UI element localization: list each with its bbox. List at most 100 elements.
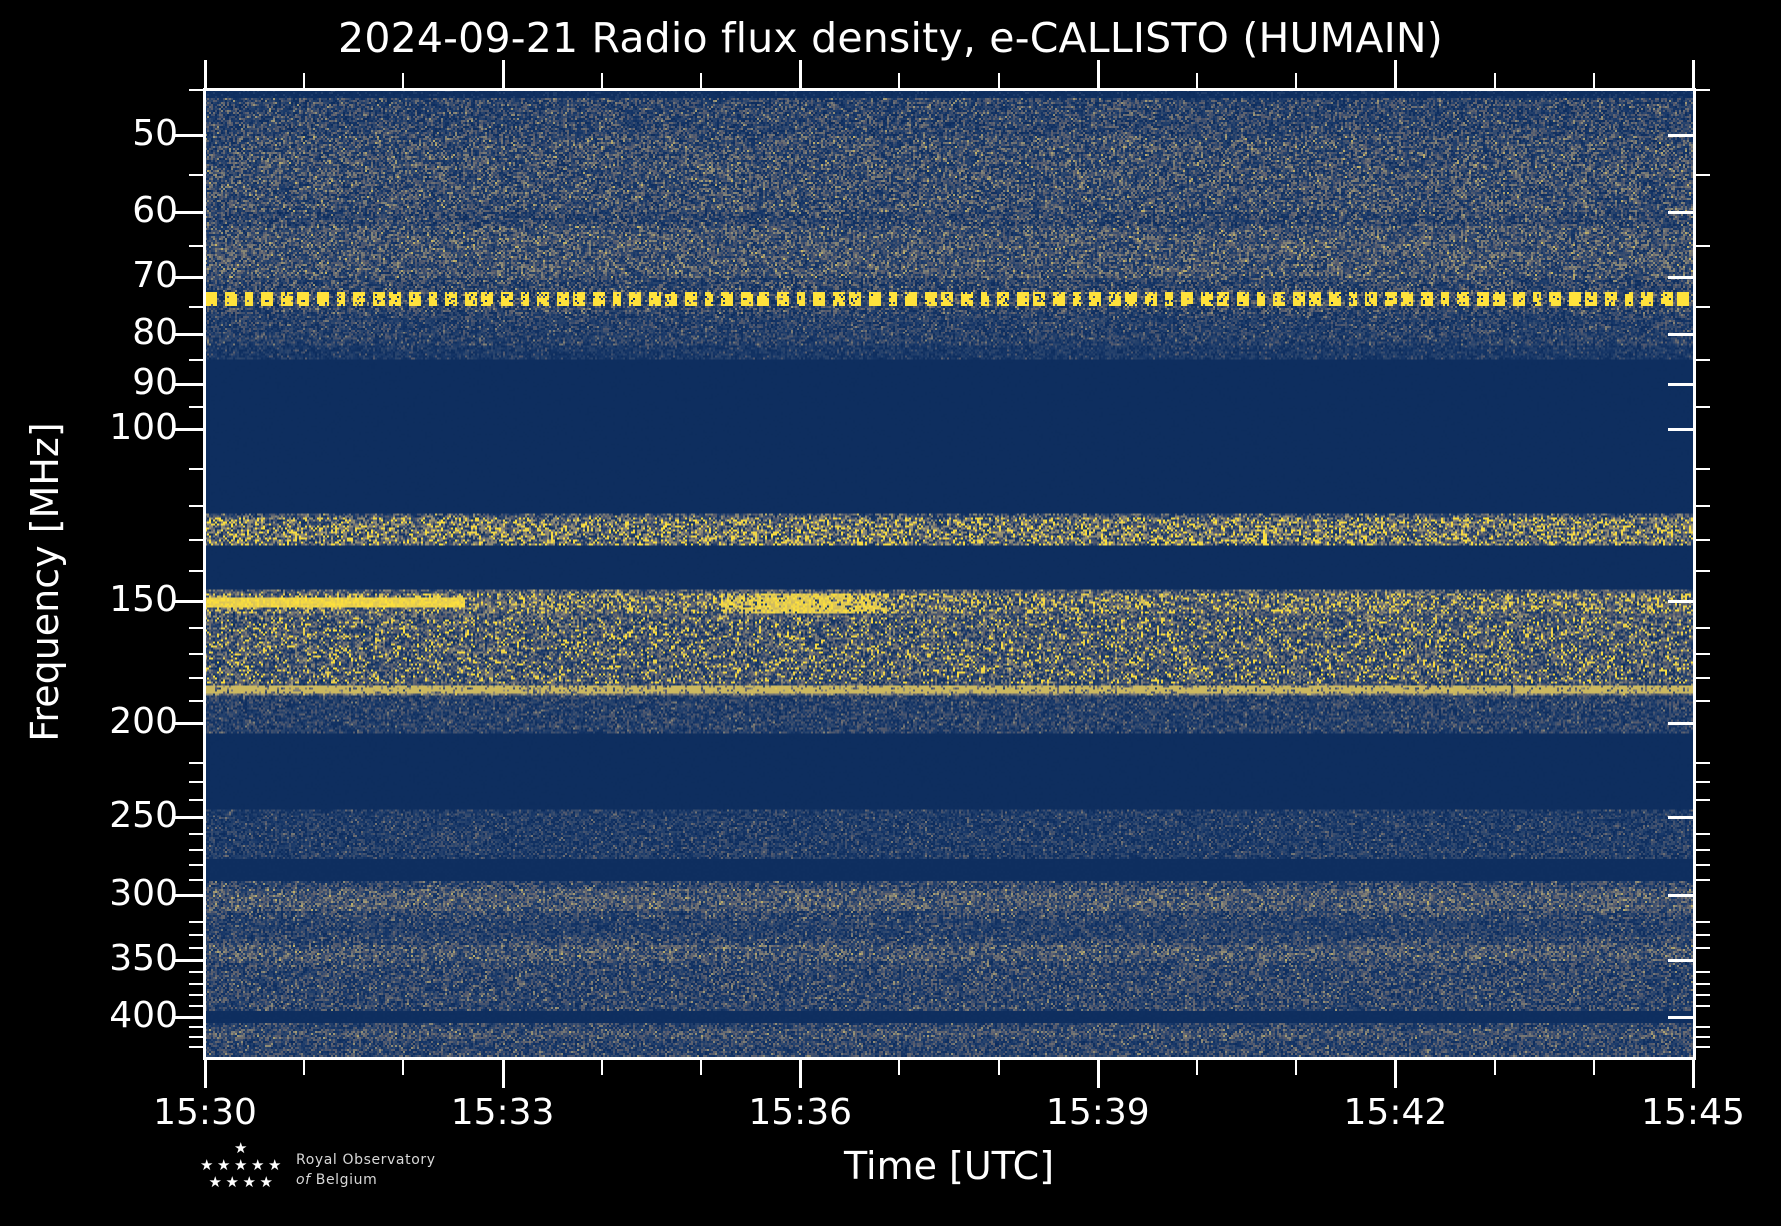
y-tick-minor-right-330 [1696, 933, 1710, 936]
x-tick-top-15-39 [1096, 60, 1100, 88]
y-tick-minor-170 [189, 652, 203, 655]
y-tick-minor-180 [189, 676, 203, 679]
x-tick-15-45 [1692, 1060, 1695, 1088]
y-tick-minor-right-120 [1696, 504, 1710, 507]
y-tick-minor-160 [189, 626, 203, 629]
y-tick-minor-240 [189, 798, 203, 801]
y-axis-title: Frequency [MHz] [23, 422, 67, 742]
y-tick-300 [175, 893, 203, 897]
x-tick-label-15-42: 15:42 [1343, 1092, 1448, 1133]
y-tick-label-300: 300 [109, 872, 178, 914]
x-tick-top-15-33 [501, 60, 505, 88]
y-tick-minor-190 [189, 699, 203, 702]
y-tick-minor-right-220 [1696, 762, 1710, 765]
x-tick-15-30 [204, 1060, 207, 1088]
y-tick-minor-right-65 [1696, 244, 1710, 247]
y-tick-minor-75 [189, 305, 203, 308]
y-tick-250 [175, 816, 203, 820]
y-tick-minor-right-260 [1696, 832, 1710, 835]
star-icon: ★ [268, 1156, 282, 1174]
spectrogram-image [205, 90, 1693, 1057]
y-tick-minor-290 [189, 879, 203, 882]
axis-left-spine [203, 90, 206, 1060]
y-tick-minor-370 [189, 982, 203, 985]
x-tick-minor [898, 1060, 901, 1075]
y-tick-minor-right-140 [1696, 570, 1710, 573]
y-tick-minor-right-410 [1696, 1026, 1710, 1029]
y-tick-minor-right-340 [1696, 946, 1710, 949]
y-tick-label-100: 100 [109, 406, 178, 448]
x-tick-minor-top [1196, 73, 1198, 88]
y-tick-minor-390 [189, 1004, 203, 1007]
y-tick-minor-380 [189, 993, 203, 996]
star-icon: ★ [259, 1173, 273, 1191]
y-tick-right-50 [1668, 133, 1696, 137]
y-tick-minor-230 [189, 780, 203, 783]
y-tick-minor-right-130 [1696, 538, 1710, 541]
y-tick-minor-330 [189, 933, 203, 936]
y-tick-label-80: 80 [132, 312, 178, 353]
y-tick-minor-right-390 [1696, 1004, 1710, 1007]
y-tick-minor-65 [189, 244, 203, 247]
x-tick-minor-top [303, 73, 306, 88]
star-icon: ★ [200, 1156, 214, 1174]
y-tick-minor-55 [189, 174, 203, 177]
star-icon: ★ [225, 1173, 239, 1191]
y-tick-70 [175, 276, 203, 280]
stars-icon: ★ ★ ★ ★ ★ ★ ★ ★ ★ ★ [196, 1139, 286, 1201]
x-axis-title: Time [UTC] [843, 1144, 1055, 1188]
y-tick-right-350 [1668, 958, 1696, 962]
x-tick-minor-top [1493, 73, 1496, 88]
y-tick-label-250: 250 [109, 795, 178, 837]
spectrogram-plot[interactable] [205, 90, 1693, 1057]
x-tick-top-15-36 [799, 60, 803, 88]
y-tick-minor-95 [189, 405, 203, 408]
y-tick-minor-260 [189, 832, 203, 835]
x-tick-minor [1493, 1060, 1496, 1075]
y-tick-50 [175, 133, 203, 137]
y-tick-minor-right-110 [1696, 468, 1710, 471]
star-icon: ★ [234, 1139, 248, 1157]
x-tick-minor-top [1592, 73, 1595, 88]
y-tick-minor-130 [189, 538, 203, 541]
royal-observatory-logo: ★ ★ ★ ★ ★ ★ ★ ★ ★ ★ Royal Observatory of Belgium [196, 1135, 526, 1205]
y-tick-minor-right-420 [1696, 1036, 1710, 1039]
y-tick-minor-420 [189, 1036, 203, 1039]
x-tick-minor [600, 1060, 603, 1075]
x-tick-label-15-33: 15:33 [450, 1092, 555, 1133]
x-tick-minor-top [1295, 73, 1298, 88]
x-tick-minor [303, 1060, 306, 1075]
y-tick-minor-right-55 [1696, 174, 1710, 177]
y-tick-right-100 [1668, 427, 1696, 431]
y-tick-right-300 [1668, 893, 1696, 897]
y-tick-right-400 [1668, 1015, 1696, 1019]
y-tick-minor-120 [189, 504, 203, 507]
y-tick-minor-45 [189, 89, 203, 91]
y-tick-minor-85 [189, 358, 203, 361]
y-tick-90 [175, 382, 203, 386]
y-tick-label-150: 150 [109, 578, 178, 620]
y-tick-label-400: 400 [109, 994, 178, 1036]
axis-bottom-spine [203, 1057, 1696, 1060]
y-tick-minor-right-85 [1696, 358, 1710, 361]
x-tick-minor [1592, 1060, 1595, 1075]
y-tick-60 [175, 211, 203, 214]
y-tick-minor-right-230 [1696, 780, 1710, 783]
x-tick-minor [1295, 1060, 1298, 1075]
y-tick-minor-right-370 [1696, 982, 1710, 985]
x-tick-top-15-42 [1394, 60, 1398, 88]
y-tick-minor-right-360 [1696, 970, 1710, 973]
logo-line-1: Royal Observatory [296, 1152, 436, 1168]
y-tick-minor-right-180 [1696, 676, 1710, 679]
x-tick-15-42 [1394, 1060, 1398, 1088]
star-icon: ★ [242, 1173, 256, 1191]
y-tick-minor-right-380 [1696, 993, 1710, 996]
y-tick-label-90: 90 [132, 361, 178, 403]
y-tick-minor-right-95 [1696, 405, 1710, 408]
x-tick-minor [700, 1060, 702, 1075]
y-tick-minor-360 [189, 970, 203, 973]
star-icon: ★ [251, 1156, 265, 1174]
x-tick-top-15-30 [204, 60, 207, 88]
y-tick-minor-right-240 [1696, 798, 1710, 801]
y-tick-minor-140 [189, 570, 203, 573]
